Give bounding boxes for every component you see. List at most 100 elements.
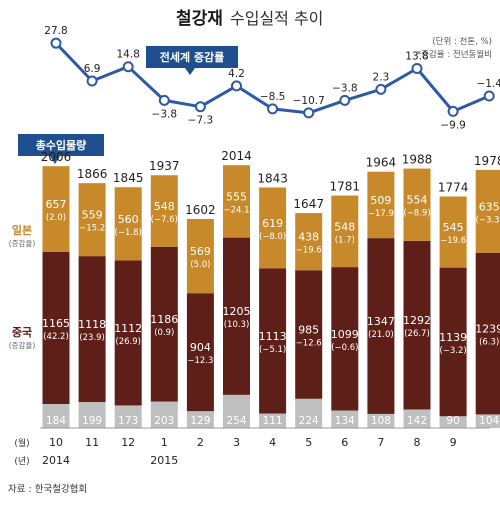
bar-other-segment <box>114 405 142 428</box>
line-tag-label: 전세계 증감률 <box>160 50 225 64</box>
bar-total-label: 1978 <box>474 154 500 168</box>
month-tick-label: 12 <box>121 436 135 449</box>
china-value-label: 1347 <box>367 315 395 328</box>
bar-china-segment <box>42 251 70 404</box>
world-rate-label: 13.8 <box>405 51 428 63</box>
month-tick-label: 8 <box>414 436 421 449</box>
world-rate-point <box>194 101 206 113</box>
japan-rate-label: (−19.6) <box>292 246 325 256</box>
bar-other-segment <box>150 401 178 428</box>
bar-other-segment <box>439 416 467 428</box>
japan-sub-label: (증감율) <box>9 238 36 248</box>
bar-japan-segment <box>186 218 214 294</box>
china-sub-label: (증감율) <box>9 340 36 350</box>
china-rate-label: (6.3) <box>479 338 499 348</box>
bar-china-segment <box>295 270 323 399</box>
bar-china-segment <box>114 260 142 406</box>
world-rate-point <box>231 80 242 92</box>
bar-total-label: 1866 <box>77 167 108 181</box>
bar-china-segment <box>475 252 500 415</box>
line-tag-box <box>146 46 238 68</box>
china-value-label: 904 <box>190 341 211 354</box>
month-tick-label: 9 <box>450 436 457 449</box>
bar-total-label: 1781 <box>330 180 361 194</box>
other-value-label: 203 <box>154 415 174 427</box>
japan-value-label: 635 <box>479 200 500 213</box>
bar-japan-segment <box>439 196 467 268</box>
china-rate-label: (−0.6) <box>331 343 358 353</box>
stacked-bars: 2006 657 (2.0) 1165 (42.2) 184 1866 559 (−15.2) 1… <box>41 149 500 428</box>
other-value-label: 254 <box>226 415 246 427</box>
china-rate-label: (26.9) <box>115 337 141 347</box>
china-value-label: 1139 <box>439 331 467 344</box>
japan-value-label: 559 <box>82 209 103 222</box>
japan-value-label: 619 <box>262 217 283 230</box>
world-rate-point <box>447 105 459 117</box>
bar-japan-segment <box>114 187 142 261</box>
bar-other-segment <box>295 398 323 428</box>
bar-tag-box <box>18 134 104 156</box>
japan-value-label: 438 <box>298 231 319 244</box>
bar-japan-segment <box>42 166 70 252</box>
bar-china-segment <box>223 237 250 395</box>
china-value-label: 1099 <box>331 328 359 341</box>
japan-rate-label: (−8.0) <box>259 232 286 242</box>
world-rate-line: 27.8 6.9 14.8 −3.8 −7.3 4.2 −8.5 −10.7 −3.8 2.3 13… <box>44 25 500 131</box>
bar-china-segment <box>403 240 431 410</box>
other-value-label: 111 <box>263 415 283 427</box>
world-rate-point <box>122 61 134 73</box>
other-value-label: 108 <box>371 415 391 427</box>
bar-other-segment <box>403 409 431 428</box>
chart-title-bold: 철강재 <box>176 9 223 29</box>
world-rate-label: −3.8 <box>332 82 358 94</box>
bar-total-label: 1964 <box>366 156 397 170</box>
china-rate-label: (10.3) <box>224 320 250 330</box>
japan-rate-label: (1.7) <box>335 235 355 245</box>
bar-other-segment <box>186 411 214 428</box>
month-tick-label: 11 <box>85 436 99 449</box>
bar-total-label: 1937 <box>149 159 180 173</box>
world-rate-label: −9.9 <box>440 119 466 131</box>
china-rate-label: (−3.2) <box>439 346 466 356</box>
china-value-label: 1186 <box>150 313 178 326</box>
bar-tag-label: 총수입물량 <box>36 138 87 152</box>
world-rate-label: 6.9 <box>84 63 101 75</box>
china-rate-label: (23.9) <box>79 333 105 343</box>
unit-note: (단위 : 천톤, %) <box>432 36 492 47</box>
bar-china-segment <box>259 268 287 414</box>
other-value-label: 129 <box>190 415 210 427</box>
japan-value-label: 555 <box>226 190 247 203</box>
world-rate-point <box>50 37 62 49</box>
world-rate-point <box>375 83 387 95</box>
world-rate-point <box>339 94 351 106</box>
japan-value-label: 554 <box>407 194 428 207</box>
world-rate-label: −8.5 <box>260 91 286 103</box>
china-rate-label: (0.9) <box>154 328 174 338</box>
rate-note: *증감율 : 전년동월비 <box>417 49 492 60</box>
bar-other-segment <box>42 403 70 428</box>
bar-japan-segment <box>150 175 178 247</box>
other-value-label: 224 <box>299 415 319 427</box>
world-rate-point <box>86 75 98 87</box>
world-rate-label: −3.8 <box>152 108 178 120</box>
japan-rate-label: (−17.9) <box>365 209 398 219</box>
other-value-label: 134 <box>335 415 355 427</box>
world-rate-point <box>267 103 279 115</box>
china-rate-label: (42.2) <box>43 332 69 342</box>
bar-total-label: 1843 <box>257 171 288 185</box>
china-value-label: 1292 <box>403 314 431 327</box>
japan-rate-label: (−15.2) <box>76 224 109 234</box>
bar-total-label: 1602 <box>185 203 216 217</box>
china-value-label: 1205 <box>223 305 251 318</box>
other-value-label: 173 <box>118 415 138 427</box>
bar-total-label: 2006 <box>41 150 72 164</box>
japan-rate-label: (2.0) <box>46 213 66 223</box>
china-rate-label: (21.0) <box>368 330 394 340</box>
chart-title-light: 수입실적 추이 <box>230 9 323 28</box>
bar-china-segment <box>150 246 178 402</box>
bar-japan-segment <box>475 169 500 253</box>
bar-china-segment <box>186 293 214 412</box>
bar-japan-segment <box>367 171 395 239</box>
japan-value-label: 560 <box>118 213 139 226</box>
